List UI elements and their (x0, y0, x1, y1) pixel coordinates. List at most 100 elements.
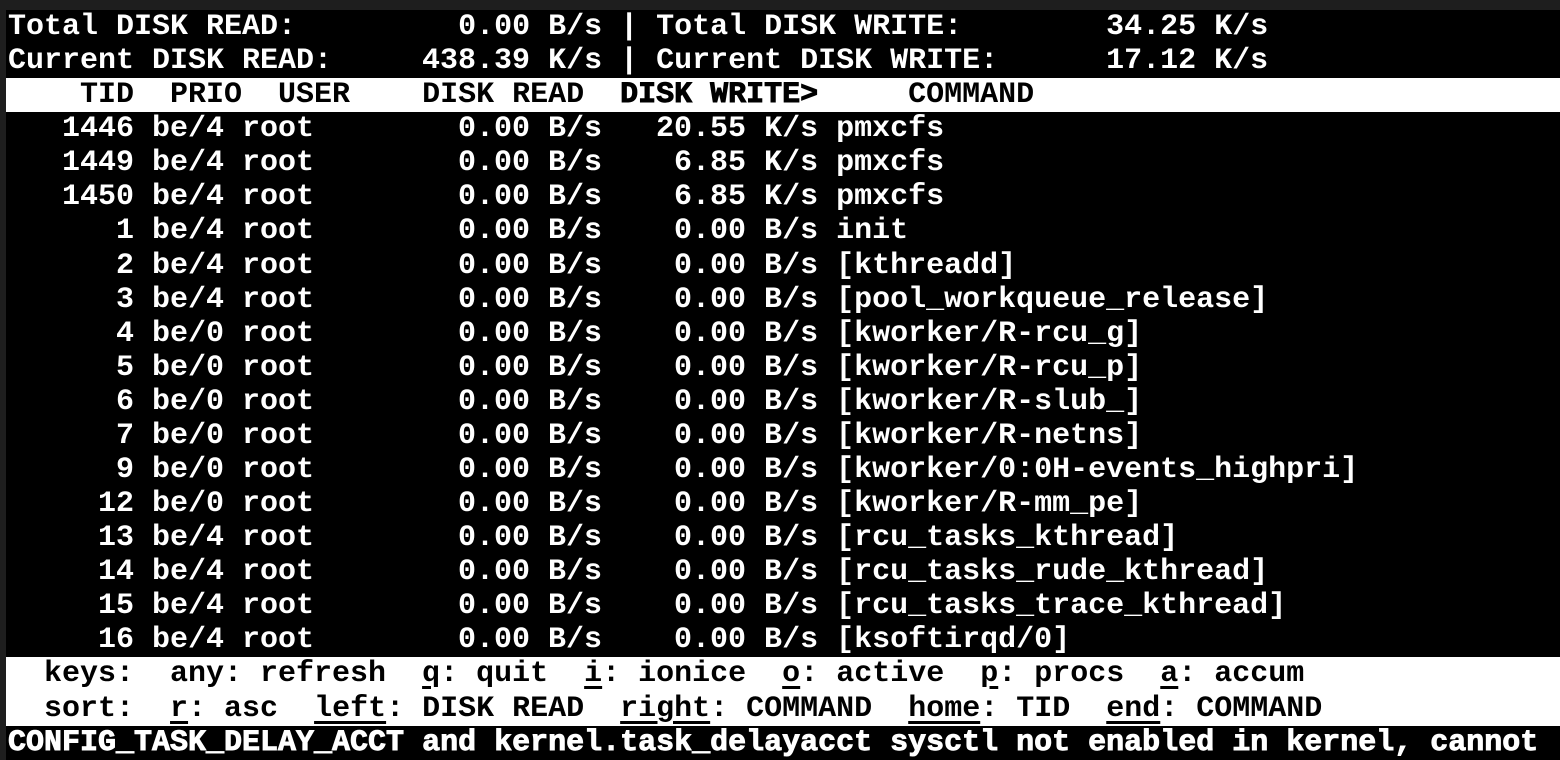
header-columns-left: TID PRIO USER DISK READ (8, 78, 621, 113)
key-procs[interactable]: p (980, 657, 999, 692)
table-header-row[interactable]: TID PRIO USER DISK READ DISK WRITE> COMM… (6, 78, 1560, 113)
process-row: 3 be/4 root 0.00 B/s 0.00 B/s [pool_workqueue… (6, 282, 1560, 317)
cell-disk-read: 0.00 B/s (458, 418, 603, 453)
cell-disk-write: 0.00 B/s (674, 453, 819, 488)
summary-separator: | (602, 44, 657, 79)
key-sort-right[interactable]: right (620, 691, 711, 726)
header-sort-column-disk-write[interactable]: DISK WRITE> (620, 78, 819, 113)
cell-disk-write: 0.00 B/s (674, 418, 819, 453)
key-sort-left[interactable]: left (314, 691, 387, 726)
cell-prio: be/4 (152, 555, 225, 590)
cell-tid: 15 (98, 589, 135, 624)
cell-user: root (242, 146, 315, 181)
cell-disk-write: 0.00 B/s (674, 282, 819, 317)
cell-command: init (836, 214, 909, 249)
cell-command: [rcu_tasks_kthread] (836, 521, 1179, 556)
cell-disk-write: 0.00 B/s (674, 521, 819, 556)
summary-current-line: Current DISK READ: 438.39 K/s | Current D… (6, 44, 1560, 79)
cell-disk-read: 0.00 B/s (458, 112, 603, 147)
key-quit[interactable]: q (422, 657, 441, 692)
cell-disk-read: 0.00 B/s (458, 180, 603, 215)
cell-prio: be/4 (152, 214, 225, 249)
current-disk-read-value: 438.39 K/s (422, 44, 603, 79)
process-row: 2 be/4 root 0.00 B/s 0.00 B/s [kthreadd] (6, 248, 1560, 283)
cell-command: [kworker/R-rcu_p] (836, 350, 1143, 385)
cell-command: [kworker/R-mm_pe] (836, 487, 1143, 522)
cell-disk-write: 20.55 K/s (656, 112, 819, 147)
cell-tid: 1 (116, 214, 135, 249)
cell-tid: 1450 (62, 180, 135, 215)
summary-separator: | (602, 10, 657, 44)
cell-prio: be/0 (152, 316, 225, 351)
cell-command: [kworker/R-rcu_g] (836, 316, 1143, 351)
cell-user: root (242, 282, 315, 317)
cell-command: [ksoftirqd/0] (836, 623, 1071, 658)
cell-user: root (242, 248, 315, 283)
key-sort-end-label: : COMMAND (1160, 691, 1323, 726)
key-procs-label: : procs (998, 657, 1161, 692)
key-accum-label: : accum (1178, 657, 1305, 692)
status-line: CONFIG_TASK_DELAY_ACCT and kernel.task_d… (6, 725, 1560, 760)
total-disk-read-value: 0.00 B/s (458, 10, 603, 44)
cell-prio: be/4 (152, 248, 225, 283)
cell-user: root (242, 112, 315, 147)
cell-disk-write: 0.00 B/s (674, 589, 819, 624)
process-row: 1 be/4 root 0.00 B/s 0.00 B/s init (6, 214, 1560, 249)
current-disk-write-label: Current DISK WRITE: (656, 44, 999, 79)
cell-prio: be/0 (152, 350, 225, 385)
cell-command: [kthreadd] (836, 248, 1017, 283)
cell-disk-read: 0.00 B/s (458, 214, 603, 249)
current-disk-read-label: Current DISK READ: (8, 44, 333, 79)
cell-disk-read: 0.00 B/s (458, 487, 603, 522)
cell-command: [kworker/0:0H-events_highpri] (836, 453, 1359, 488)
cell-user: root (242, 589, 315, 624)
cell-prio: be/4 (152, 282, 225, 317)
cell-disk-write: 0.00 B/s (674, 623, 819, 658)
cell-user: root (242, 180, 315, 215)
cell-user: root (242, 555, 315, 590)
cell-prio: be/0 (152, 418, 225, 453)
total-disk-write-value: 34.25 K/s (1106, 10, 1269, 44)
key-sort-home[interactable]: home (908, 691, 981, 726)
cell-disk-write: 0.00 B/s (674, 316, 819, 351)
process-row: 15 be/4 root 0.00 B/s 0.00 B/s [rcu_tasks_tra… (6, 589, 1560, 624)
cell-command: [rcu_tasks_rude_kthread] (836, 555, 1269, 590)
cell-disk-write: 6.85 K/s (674, 180, 819, 215)
process-row: 13 be/4 root 0.00 B/s 0.00 B/s [rcu_tasks_kth… (6, 521, 1560, 556)
cell-tid: 7 (116, 418, 135, 453)
summary-total-line: Total DISK READ: 0.00 B/s | Total DISK WR… (6, 10, 1560, 45)
key-sort-end[interactable]: end (1106, 691, 1161, 726)
cell-tid: 1449 (62, 146, 135, 181)
help-sort-prefix: sort: (8, 691, 171, 726)
key-accum[interactable]: a (1160, 657, 1179, 692)
key-active-label: : active (800, 657, 981, 692)
cell-command: [pool_workqueue_release] (836, 282, 1269, 317)
process-row: 7 be/0 root 0.00 B/s 0.00 B/s [kworker/R-netn… (6, 418, 1560, 454)
cell-user: root (242, 316, 315, 351)
cell-user: root (242, 623, 315, 658)
cell-command: [kworker/R-slub_] (836, 384, 1143, 419)
header-column-command: COMMAND (818, 78, 1035, 113)
cell-prio: be/4 (152, 180, 225, 215)
kernel-warning-text: CONFIG_TASK_DELAY_ACCT and kernel.task_d… (8, 725, 1539, 760)
cell-tid: 13 (98, 521, 135, 556)
cell-prio: be/4 (152, 589, 225, 624)
cell-tid: 12 (98, 487, 135, 522)
cell-user: root (242, 214, 315, 249)
window-edge-left (0, 0, 6, 760)
key-active[interactable]: o (782, 657, 801, 692)
key-sort-asc-label: : asc (188, 691, 315, 726)
process-row: 14 be/4 root 0.00 B/s 0.00 B/s [rcu_tasks_rud… (6, 555, 1560, 590)
cell-disk-write: 0.00 B/s (674, 214, 819, 249)
cell-prio: be/4 (152, 146, 225, 181)
cell-disk-write: 0.00 B/s (674, 248, 819, 283)
cell-prio: be/4 (152, 623, 225, 658)
cell-disk-write: 0.00 B/s (674, 487, 819, 522)
cell-tid: 5 (116, 350, 135, 385)
total-disk-read-label: Total DISK READ: (8, 10, 297, 44)
cell-disk-write: 0.00 B/s (674, 350, 819, 385)
key-sort-asc[interactable]: r (170, 691, 189, 726)
key-ionice[interactable]: i (584, 657, 603, 692)
cell-user: root (242, 453, 315, 488)
